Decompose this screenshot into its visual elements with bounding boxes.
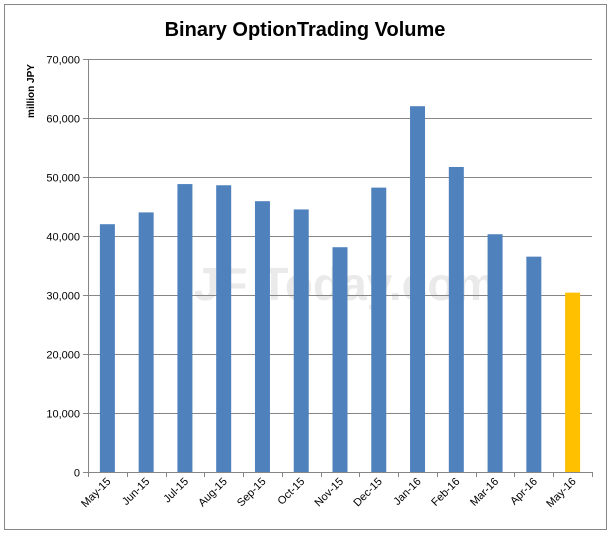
y-tick-label: 10,000 bbox=[46, 409, 80, 421]
y-tick-label: 20,000 bbox=[46, 350, 80, 362]
y-tick-label: 30,000 bbox=[46, 291, 80, 303]
bar-jun-15 bbox=[138, 212, 154, 472]
bar-aug-15 bbox=[216, 185, 232, 472]
y-tick-label: 70,000 bbox=[46, 55, 80, 67]
bar-feb-16 bbox=[448, 166, 464, 472]
bar-mar-16 bbox=[487, 234, 503, 472]
y-tick-label: 60,000 bbox=[46, 114, 80, 126]
y-tick-label: 50,000 bbox=[46, 173, 80, 185]
bar-oct-15 bbox=[293, 209, 309, 472]
bar-jul-15 bbox=[177, 184, 193, 472]
axes bbox=[88, 59, 592, 473]
chart-title: Binary OptionTrading Volume bbox=[165, 19, 446, 41]
bar-sep-15 bbox=[254, 201, 270, 472]
y-axis-ticks: 0 10,000 20,000 30,000 40,000 50,000 60,000 70,… bbox=[46, 55, 88, 480]
bar-jan-16 bbox=[410, 106, 426, 472]
bar-may-16 bbox=[565, 292, 581, 472]
bar-nov-15 bbox=[332, 247, 348, 472]
y-tick-label: 40,000 bbox=[46, 232, 80, 244]
bar-may-15 bbox=[99, 224, 115, 472]
bar-apr-16 bbox=[526, 256, 542, 472]
y-axis-label: million JPY bbox=[26, 64, 37, 118]
bars bbox=[99, 106, 581, 472]
bar-dec-15 bbox=[371, 187, 387, 472]
y-tick-label: 0 bbox=[74, 468, 80, 480]
